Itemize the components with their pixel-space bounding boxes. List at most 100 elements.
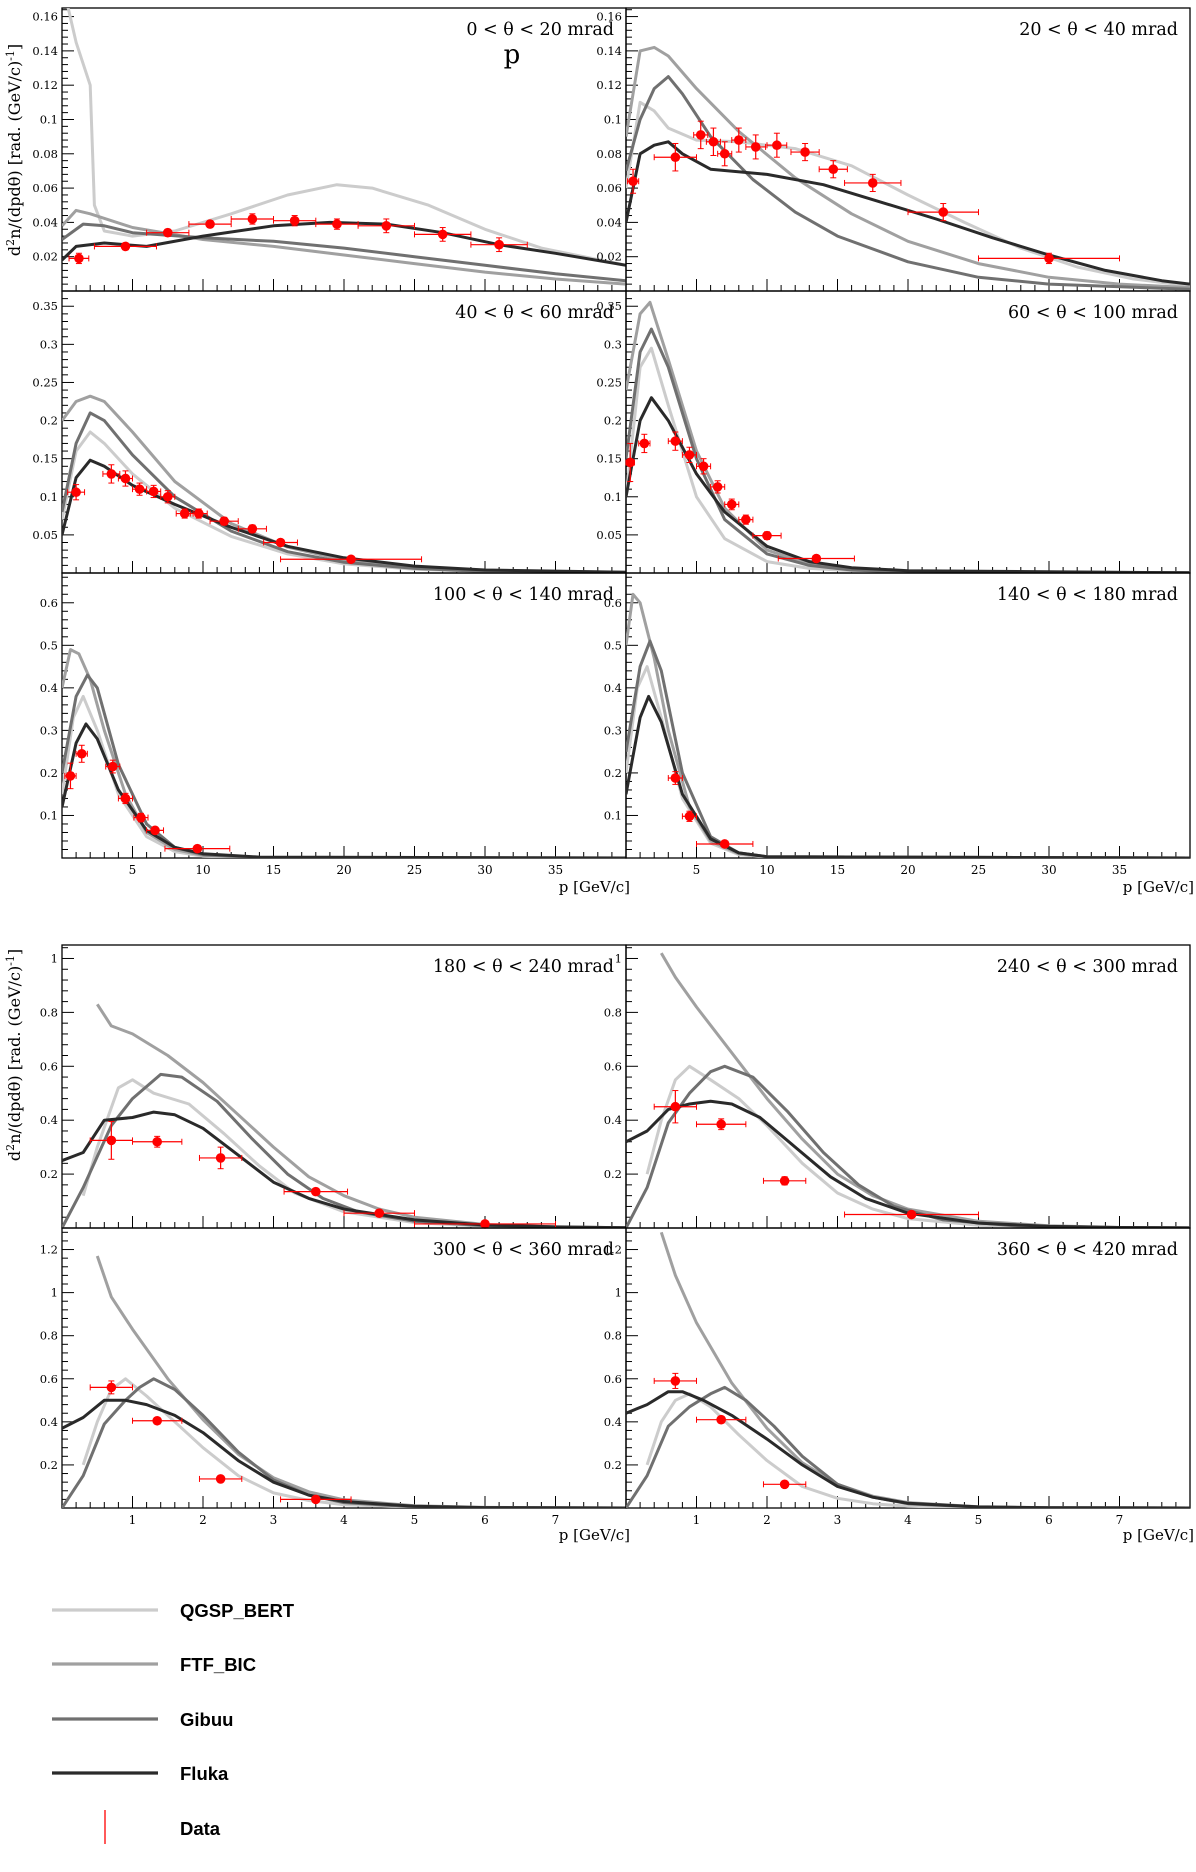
- panel-frame: [61, 290, 627, 574]
- data-point: [132, 1135, 183, 1148]
- y-tick-label: 0.2: [40, 1167, 58, 1181]
- curve-fluka: [626, 1390, 1190, 1508]
- data-point: [133, 812, 149, 823]
- chart-panels: 0.020.040.060.080.10.120.140.160 < θ < 2…: [4, 7, 1194, 1544]
- data-point: [681, 446, 697, 463]
- curve-ftf-bic: [62, 208, 626, 286]
- curve-qgsp-bert: [81, 1078, 626, 1228]
- y-tick-label: 0.05: [596, 528, 622, 542]
- legend-label: QGSP_BERT: [180, 1600, 295, 1621]
- panel-title: 60 < θ < 100 mrad: [1008, 303, 1178, 323]
- x-tick-label: 25: [971, 863, 986, 877]
- y-tick-label: 0.6: [40, 1372, 58, 1386]
- panel-1: 0.020.040.060.080.10.120.140.160 < θ < 2…: [32, 7, 627, 292]
- x-axis-label: p [GeV/c]: [559, 1526, 630, 1544]
- y-tick-label: 0.3: [604, 337, 622, 351]
- panel-frame: [61, 572, 627, 859]
- curve-fluka: [62, 220, 626, 267]
- legend-item-data: Data: [104, 1810, 221, 1844]
- panel-frame: [625, 1227, 1191, 1509]
- y-tick-label: 0.15: [596, 452, 622, 466]
- x-tick-label: 30: [477, 863, 492, 877]
- data-point: [198, 1146, 243, 1170]
- curve-gibuu: [62, 1072, 626, 1228]
- curve-fluka: [62, 1110, 626, 1228]
- data-point: [164, 843, 231, 854]
- y-tick-label: 0.12: [596, 78, 622, 92]
- y-tick-label: 0.1: [604, 490, 622, 504]
- curve-fluka: [62, 722, 626, 858]
- x-tick-label: 7: [552, 1513, 560, 1527]
- panel-title: 180 < θ < 240 mrad: [433, 957, 614, 977]
- data-point: [844, 173, 902, 193]
- x-tick-label: 15: [266, 863, 281, 877]
- curve-qgsp-bert: [81, 1377, 626, 1508]
- data-point: [188, 219, 232, 229]
- data-point: [160, 490, 176, 504]
- y-tick-label: 0.6: [604, 1372, 622, 1386]
- y-tick-label: 0.16: [32, 10, 58, 24]
- curve-gibuu: [62, 1377, 626, 1508]
- legend-label: Fluka: [180, 1763, 229, 1784]
- curve-ftf-bic: [95, 1255, 626, 1508]
- y-tick-label: 0.25: [596, 375, 622, 389]
- y-tick-label: 0.2: [604, 1458, 622, 1472]
- data-point: [414, 227, 472, 242]
- data-point: [93, 241, 157, 252]
- y-tick-label: 1: [51, 1286, 58, 1300]
- panel-4: 0.05 0.1 0.15 0.2 0.25 0.3 0.35 60 < θ < 100 mr…: [596, 290, 1191, 574]
- panel-title: 240 < θ < 300 mrad: [997, 957, 1178, 977]
- x-tick-label: 4: [340, 1513, 348, 1527]
- data-point: [237, 523, 267, 534]
- curve-gibuu: [626, 327, 1190, 573]
- y-tick-label: 0.14: [596, 44, 622, 58]
- panel-6: 0.1 0.2 0.3 0.4 0.5 0.6 140 < θ < 180 mrad: [604, 572, 1191, 859]
- curve-qgsp-bert: [66, 8, 626, 267]
- panel-3: 0.050.10.150.20.250.30.35 40 < θ < 60 mra…: [32, 290, 627, 574]
- y-tick-label: 0.14: [32, 44, 58, 58]
- y-tick-label: 0.06: [32, 181, 58, 195]
- data-point: [117, 792, 133, 805]
- x-tick-label: 30: [1041, 863, 1056, 877]
- data-point: [745, 134, 767, 160]
- x-tick-label: 1: [129, 1513, 137, 1527]
- data-point: [146, 227, 190, 238]
- x-tick-label: 2: [763, 1513, 771, 1527]
- data-point: [626, 168, 640, 194]
- y-tick-label: 0.3: [40, 337, 58, 351]
- y-tick-label: 0.4: [604, 1113, 622, 1127]
- y-tick-label: 0.6: [604, 1059, 622, 1073]
- data-point: [89, 1380, 133, 1395]
- data-point: [315, 218, 359, 230]
- curve-qgsp-bert: [645, 1064, 1190, 1228]
- data-point: [717, 141, 733, 167]
- y-tick-label: 0.4: [604, 681, 622, 695]
- data-point: [625, 442, 636, 483]
- curve-qgsp-bert: [62, 430, 626, 573]
- y-tick-label: 1.2: [40, 1243, 58, 1257]
- data-point: [667, 771, 683, 785]
- panel-title: 100 < θ < 140 mrad: [433, 585, 614, 605]
- data-point: [818, 160, 848, 179]
- panel-9: 0.20.40.60.811.2 300 < θ < 360 mrad: [40, 1227, 627, 1509]
- data-point: [766, 132, 788, 158]
- curve-ftf-bic: [626, 592, 1190, 858]
- y-tick-label: 0.8: [604, 1005, 622, 1019]
- data-point: [280, 1494, 352, 1505]
- data-point: [705, 127, 721, 157]
- data-point: [357, 218, 415, 234]
- x-tick-label: 20: [336, 863, 351, 877]
- data-point: [67, 484, 86, 501]
- panel-title: 360 < θ < 420 mrad: [997, 1240, 1178, 1260]
- data-point: [653, 1090, 697, 1124]
- panel-title: 300 < θ < 360 mrad: [433, 1240, 614, 1260]
- legend-label: FTF_BIC: [180, 1654, 256, 1675]
- y-axis-label: d2n/(dpdθ) [rad. (GeV/c)-1]: [4, 949, 25, 1161]
- y-tick-label: 1: [615, 951, 622, 965]
- y-tick-label: 0.35: [32, 299, 58, 313]
- y-axis-label: d2n/(dpdθ) [rad. (GeV/c)-1]: [4, 44, 25, 256]
- y-tick-label: 0.1: [604, 808, 622, 822]
- x-tick-label: 35: [1112, 863, 1127, 877]
- data-point: [752, 530, 782, 541]
- y-tick-label: 0.2: [604, 1167, 622, 1181]
